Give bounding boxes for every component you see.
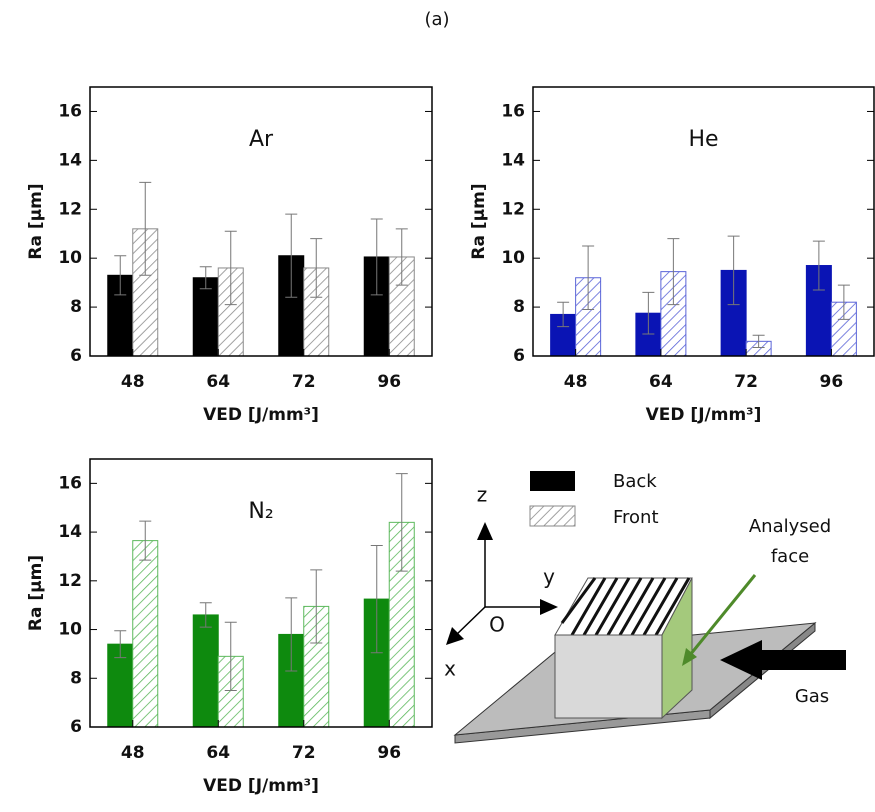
x-tick-label: 64 [206, 743, 230, 763]
error-bar [557, 301, 570, 328]
face-arrow-head [682, 648, 697, 666]
y-tick-label: 14 [58, 150, 82, 170]
error-bar [582, 245, 595, 311]
y-tick-label: 8 [513, 297, 525, 317]
error-bar [199, 266, 212, 290]
legend-swatch [529, 505, 576, 527]
error-bar [199, 602, 212, 628]
error-bar [395, 228, 408, 286]
error-bar [224, 621, 237, 691]
y-tick-label: 10 [58, 248, 82, 268]
error-bar [224, 230, 237, 306]
x-tick-label: 72 [734, 372, 758, 392]
x-tick-label: 48 [121, 743, 145, 763]
face-arrow [688, 574, 757, 656]
y-tick-label: 12 [58, 199, 82, 219]
error-bar [285, 597, 298, 672]
error-bar [395, 473, 408, 572]
x-axis-label: VED [J/mm³] [203, 405, 319, 425]
y-axis-label: Ra [μm] [469, 183, 489, 259]
panel-label: (a) [424, 9, 449, 30]
y-tick-label: 12 [58, 571, 82, 591]
legend-swatch [530, 471, 575, 491]
y-tick-label: 16 [501, 101, 525, 121]
y-tick-label: 6 [70, 717, 82, 737]
x-tick-label: 96 [377, 743, 401, 763]
x-tick-label: 64 [206, 372, 230, 392]
plot-frame [89, 86, 433, 357]
legend-label: Back [613, 471, 657, 492]
y-axis-label: Ra [μm] [26, 555, 46, 631]
bar [192, 277, 219, 357]
y-arrow-head [540, 599, 558, 615]
x-tick-label: 96 [377, 372, 401, 392]
x-tick-label: 64 [649, 372, 673, 392]
y-axis-label: Ra [μm] [26, 183, 46, 259]
error-bar [727, 235, 740, 306]
plot-frame [89, 458, 433, 728]
x-axis-label: VED [J/mm³] [203, 776, 319, 796]
chart-title: N₂ [248, 499, 273, 524]
gas-label: Gas [795, 686, 829, 707]
error-bar [139, 520, 152, 561]
gas-arrow-head [720, 640, 762, 680]
y-tick-label: 16 [58, 101, 82, 121]
y-tick-label: 8 [70, 668, 82, 688]
chart-title: Ar [249, 127, 274, 152]
y-tick-label: 10 [501, 248, 525, 268]
error-bar [812, 240, 825, 291]
legend-label: Front [613, 507, 659, 528]
x-tick-label: 48 [564, 372, 588, 392]
axis-z-label: z [477, 483, 488, 507]
bar [192, 614, 219, 728]
y-tick-label: 10 [58, 620, 82, 640]
y-tick-label: 12 [501, 199, 525, 219]
chart-title: He [688, 127, 718, 152]
x-tick-label: 72 [292, 372, 316, 392]
analysed-label: Analysed [749, 516, 831, 537]
cube-front [554, 634, 663, 719]
error-bar [114, 630, 127, 659]
axes-triad [454, 535, 545, 637]
error-bar [370, 218, 383, 296]
y-tick-label: 6 [513, 346, 525, 366]
error-bar [310, 569, 323, 644]
y-tick-label: 8 [70, 297, 82, 317]
cube-top-hatch [560, 577, 691, 636]
y-tick-label: 16 [58, 473, 82, 493]
error-bar [285, 213, 298, 298]
error-bar [667, 238, 680, 306]
analysed-face [661, 577, 693, 720]
x-tick-label: 96 [820, 372, 844, 392]
error-bar [139, 181, 152, 276]
x-axis-label: VED [J/mm³] [646, 405, 762, 425]
bar [132, 540, 159, 728]
axis-x-label: x [444, 657, 456, 681]
plot-frame [532, 86, 875, 357]
y-tick-label: 14 [58, 522, 82, 542]
error-bar [642, 291, 655, 335]
error-bar [114, 255, 127, 296]
axis-y-label: y [543, 565, 555, 589]
gas-arrow [760, 650, 846, 670]
error-bar [837, 284, 850, 320]
diagram: z y x O Analysed face Gas [444, 483, 846, 744]
error-bar [752, 334, 765, 348]
analysed-label: face [771, 546, 809, 567]
z-arrow-head [477, 522, 493, 540]
x-tick-label: 48 [121, 372, 145, 392]
x-arrow-head [446, 627, 464, 645]
x-tick-label: 72 [292, 743, 316, 763]
y-tick-label: 6 [70, 346, 82, 366]
error-bar [370, 544, 383, 654]
origin-label: O [489, 613, 505, 637]
error-bar [310, 238, 323, 298]
y-tick-label: 14 [501, 150, 525, 170]
